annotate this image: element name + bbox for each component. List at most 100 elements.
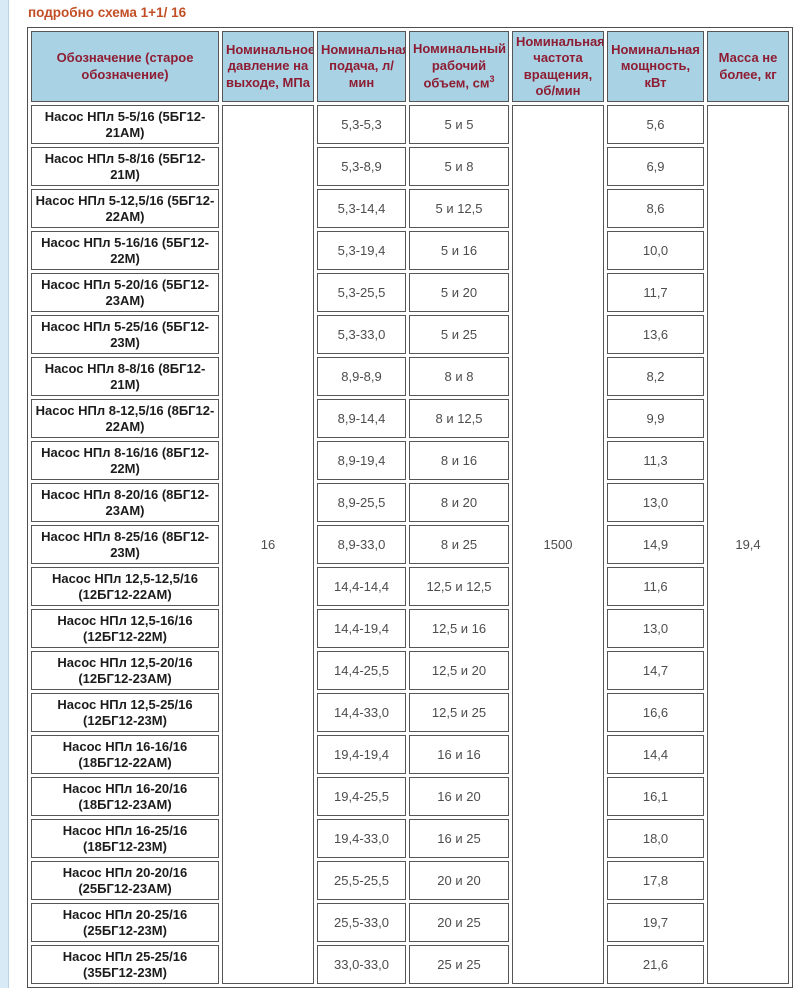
cell-volume: 12,5 и 16 [409,609,509,648]
table-row: Насос НПл 25-25/16 (35БГ12-23М) 33,0-33,0… [31,945,789,984]
cell-volume: 5 и 16 [409,231,509,270]
column-header-power: Номинальная мощность, кВт [607,31,704,102]
cell-power: 13,0 [607,483,704,522]
cell-designation: Насос НПл 5-16/16 (5БГ12-22М) [31,231,219,270]
cell-volume: 16 и 25 [409,819,509,858]
table-row: Насос НПл 8-20/16 (8БГ12-23АМ) 8,9-25,5 8 … [31,483,789,522]
cell-mass-shared: 19,4 [707,105,789,984]
cell-volume: 16 и 20 [409,777,509,816]
page-title: подробно схема 1+1/ 16 [28,5,187,20]
cell-power: 18,0 [607,819,704,858]
pump-table-body: Насос НПл 5-5/16 (5БГ12-21АМ) 16 5,3-5,3 5 … [31,105,789,984]
cell-designation: Насос НПл 8-8/16 (8БГ12-21М) [31,357,219,396]
column-header-speed: Номинальная частота вращения, об/мин [512,31,604,102]
cell-designation: Насос НПл 12,5-20/16 (12БГ12-23АМ) [31,651,219,690]
cell-power: 6,9 [607,147,704,186]
table-row: Насос НПл 20-20/16 (25БГ12-23АМ) 25,5-25,… [31,861,789,900]
cell-flow: 19,4-19,4 [317,735,406,774]
cell-volume: 25 и 25 [409,945,509,984]
column-header-designation: Обозначение (старое обозначение) [31,31,219,102]
cell-volume: 20 и 25 [409,903,509,942]
table-row: Насос НПл 5-16/16 (5БГ12-22М) 5,3-19,4 5 и… [31,231,789,270]
cell-power: 10,0 [607,231,704,270]
cell-designation: Насос НПл 12,5-16/16 (12БГ12-22М) [31,609,219,648]
cell-flow: 8,9-19,4 [317,441,406,480]
cell-flow: 25,5-25,5 [317,861,406,900]
cell-flow: 5,3-5,3 [317,105,406,144]
table-row: Насос НПл 12,5-12,5/16 (12БГ12-22АМ) 14,4… [31,567,789,606]
cell-volume: 20 и 20 [409,861,509,900]
cell-power: 16,6 [607,693,704,732]
column-header-superscript: 3 [489,73,495,84]
cell-power: 8,6 [607,189,704,228]
table-row: Насос НПл 12,5-20/16 (12БГ12-23АМ) 14,4-2… [31,651,789,690]
cell-designation: Насос НПл 16-20/16 (18БГ12-23АМ) [31,777,219,816]
cell-designation: Насос НПл 16-25/16 (18БГ12-23М) [31,819,219,858]
cell-power: 11,3 [607,441,704,480]
cell-designation: Насос НПл 5-20/16 (5БГ12-23АМ) [31,273,219,312]
cell-volume: 8 и 8 [409,357,509,396]
cell-designation: Насос НПл 12,5-25/16 (12БГ12-23М) [31,693,219,732]
cell-flow: 5,3-19,4 [317,231,406,270]
cell-power: 19,7 [607,903,704,942]
column-header-label: Масса не более, кг [718,50,778,82]
cell-volume: 8 и 12,5 [409,399,509,438]
table-row: Насос НПл 5-12,5/16 (5БГ12-22АМ) 5,3-14,4… [31,189,789,228]
cell-volume: 12,5 и 12,5 [409,567,509,606]
table-row: Насос НПл 12,5-25/16 (12БГ12-23М) 14,4-33… [31,693,789,732]
column-header-pressure: Номинальное давление на выходе, МПа [222,31,314,102]
cell-designation: Насос НПл 12,5-12,5/16 (12БГ12-22АМ) [31,567,219,606]
column-header-label: Номинальный рабочий объем, см [413,41,507,91]
cell-designation: Насос НПл 5-12,5/16 (5БГ12-22АМ) [31,189,219,228]
cell-designation: Насос НПл 16-16/16 (18БГ12-22АМ) [31,735,219,774]
cell-designation: Насос НПл 5-25/16 (5БГ12-23М) [31,315,219,354]
cell-flow: 8,9-25,5 [317,483,406,522]
cell-power: 14,7 [607,651,704,690]
cell-flow: 25,5-33,0 [317,903,406,942]
cell-volume: 5 и 25 [409,315,509,354]
table-row: Насос НПл 5-20/16 (5БГ12-23АМ) 5,3-25,5 5 … [31,273,789,312]
column-header-label: Обозначение (старое обозначение) [56,50,194,82]
column-header-label: Номинальная подача, л/ мин [321,42,406,90]
cell-volume: 8 и 16 [409,441,509,480]
cell-power: 8,2 [607,357,704,396]
cell-designation: Насос НПл 8-12,5/16 (8БГ12-22АМ) [31,399,219,438]
pump-spec-table: Обозначение (старое обозначение) Номинал… [27,27,793,988]
cell-flow: 14,4-14,4 [317,567,406,606]
cell-power: 13,6 [607,315,704,354]
cell-power: 21,6 [607,945,704,984]
column-header-label: Номинальная мощность, кВт [611,42,700,90]
cell-volume: 5 и 8 [409,147,509,186]
table-row: Насос НПл 8-12,5/16 (8БГ12-22АМ) 8,9-14,4… [31,399,789,438]
cell-speed-shared: 1500 [512,105,604,984]
column-header-label: Номинальная частота вращения, об/мин [516,34,604,98]
cell-volume: 5 и 20 [409,273,509,312]
cell-flow: 8,9-8,9 [317,357,406,396]
cell-flow: 8,9-14,4 [317,399,406,438]
table-row: Насос НПл 5-8/16 (5БГ12-21М) 5,3-8,9 5 и 8… [31,147,789,186]
left-margin-strip [0,0,9,988]
cell-flow: 5,3-8,9 [317,147,406,186]
cell-power: 11,7 [607,273,704,312]
cell-designation: Насос НПл 8-16/16 (8БГ12-22М) [31,441,219,480]
table-row: Насос НПл 16-25/16 (18БГ12-23М) 19,4-33,0… [31,819,789,858]
cell-designation: Насос НПл 8-25/16 (8БГ12-23М) [31,525,219,564]
cell-power: 14,9 [607,525,704,564]
column-header-mass: Масса не более, кг [707,31,789,102]
cell-power: 11,6 [607,567,704,606]
cell-volume: 16 и 16 [409,735,509,774]
cell-designation: Насос НПл 25-25/16 (35БГ12-23М) [31,945,219,984]
cell-designation: Насос НПл 20-20/16 (25БГ12-23АМ) [31,861,219,900]
cell-power: 16,1 [607,777,704,816]
column-header-flow: Номинальная подача, л/ мин [317,31,406,102]
table-row: Насос НПл 16-20/16 (18БГ12-23АМ) 19,4-25,… [31,777,789,816]
table-header-row: Обозначение (старое обозначение) Номинал… [31,31,789,102]
column-header-volume: Номинальный рабочий объем, см3 [409,31,509,102]
cell-flow: 8,9-33,0 [317,525,406,564]
table-row: Насос НПл 20-25/16 (25БГ12-23М) 25,5-33,0… [31,903,789,942]
cell-flow: 5,3-33,0 [317,315,406,354]
cell-volume: 8 и 25 [409,525,509,564]
cell-designation: Насос НПл 8-20/16 (8БГ12-23АМ) [31,483,219,522]
cell-volume: 5 и 5 [409,105,509,144]
